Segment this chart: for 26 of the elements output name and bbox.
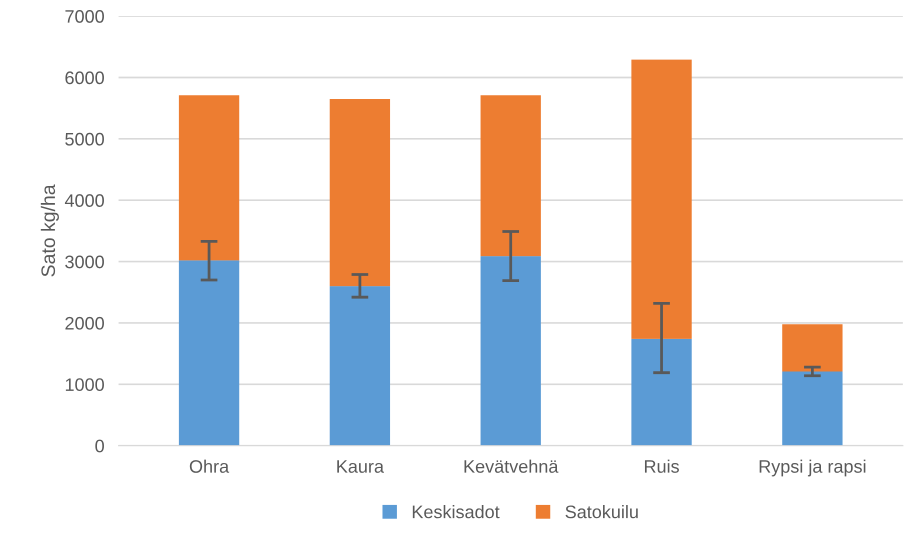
y-tick-label: 3000 xyxy=(65,256,104,268)
y-tick-label: 6000 xyxy=(65,71,104,84)
legend-label: Keskisadot xyxy=(412,505,500,518)
x-tick-label: Kaura xyxy=(337,460,384,473)
y-tick-label: 4000 xyxy=(64,194,104,207)
bar xyxy=(178,260,240,446)
y-tick-label: 5000 xyxy=(65,132,104,146)
y-tick-label: 0 xyxy=(95,440,104,452)
y-tick-label: 1000 xyxy=(66,378,104,392)
legend-label: Satokuilu xyxy=(566,505,638,518)
bar xyxy=(480,95,541,256)
x-tick-label: Rypsi ja rapsi xyxy=(760,460,866,476)
x-tick-label: Kevätvehnä xyxy=(464,460,558,473)
y-tick-label: 7000 xyxy=(65,10,104,23)
bar xyxy=(782,371,843,446)
bar xyxy=(330,286,390,446)
bar xyxy=(330,98,390,286)
bar xyxy=(631,60,692,339)
x-tick-label: Ruis xyxy=(644,460,679,473)
bar xyxy=(782,324,843,372)
y-axis-title: Sato kg/ha xyxy=(40,184,59,277)
y-tick-label: 2000 xyxy=(65,316,104,330)
bar xyxy=(480,256,541,446)
bar xyxy=(178,95,240,260)
bar xyxy=(631,338,692,446)
x-tick-label: Ohra xyxy=(190,460,230,473)
